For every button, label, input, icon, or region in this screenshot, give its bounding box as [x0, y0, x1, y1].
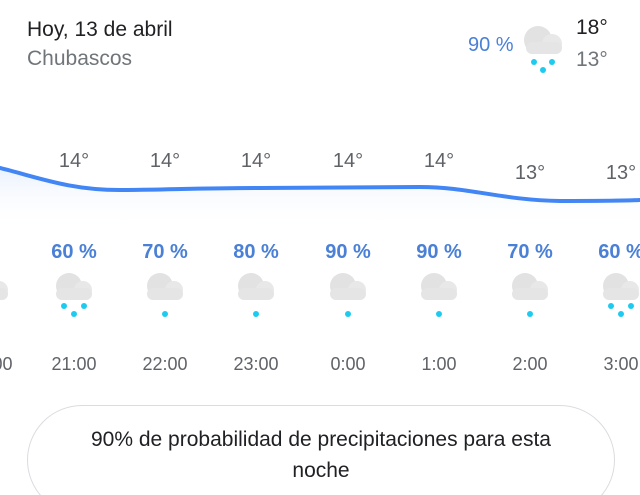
precipitation-summary-text: 90% de probabilidad de precipitaciones p… — [91, 428, 551, 482]
hour-precipitation: % — [0, 238, 30, 266]
hour-time: 0:00 — [330, 354, 366, 374]
temperature-chart: 14° 14° 14° 14° 14° 13° 13° — [0, 130, 640, 230]
hour-time: 22:00 — [142, 354, 188, 374]
hour-precipitation: 70 % — [507, 241, 553, 263]
hour-time: 20:00 — [0, 354, 13, 374]
date-title: Hoy, 13 de abril — [27, 18, 173, 41]
hour-time: 1:00 — [421, 354, 457, 374]
drizzle-cloud-icon — [325, 268, 371, 322]
hour-column[interactable]: 90 % 0:00 — [308, 238, 388, 375]
temp-label: 14° — [58, 150, 90, 172]
hour-precipitation: 80 % — [233, 241, 279, 263]
hour-column[interactable]: 70 % 22:00 — [125, 238, 205, 375]
hour-column[interactable]: % 20:00 — [0, 238, 30, 375]
hour-column[interactable]: 90 % 1:00 — [399, 238, 479, 375]
rain-cloud-icon — [51, 268, 97, 322]
hour-column[interactable]: 60 % 21:00 — [34, 238, 114, 375]
rain-cloud-icon — [0, 268, 13, 322]
hour-precipitation: 70 % — [142, 241, 188, 263]
day-header: Hoy, 13 de abril Chubascos — [27, 18, 173, 71]
temp-label: 14° — [423, 150, 455, 172]
hour-precipitation: 60 % — [598, 241, 640, 263]
rain-cloud-icon — [598, 268, 640, 322]
hour-column[interactable]: 70 % 2:00 — [490, 238, 570, 375]
hour-column[interactable]: 80 % 23:00 — [216, 238, 296, 375]
hour-column[interactable]: 60 % 3:00 — [581, 238, 640, 375]
hour-precipitation: 90 % — [416, 241, 462, 263]
low-temp: 13° — [576, 48, 608, 71]
hour-time: 2:00 — [512, 354, 548, 374]
high-temp: 18° — [576, 16, 608, 39]
temperature-line — [0, 166, 640, 230]
drizzle-cloud-icon — [507, 268, 553, 322]
temp-label: 14° — [240, 150, 272, 172]
temp-label: 13° — [514, 162, 546, 184]
drizzle-cloud-icon — [233, 268, 279, 322]
day-summary: 90 % 18° 13° — [450, 12, 640, 82]
hour-time: 21:00 — [51, 354, 97, 374]
summary-precipitation: 90 % — [468, 34, 514, 56]
hour-precipitation: 60 % — [51, 241, 97, 263]
drizzle-cloud-icon — [416, 268, 462, 322]
hour-precipitation: 90 % — [325, 241, 371, 263]
precipitation-summary-chip[interactable]: 90% de probabilidad de precipitaciones p… — [27, 405, 615, 495]
temp-label: 13° — [605, 162, 637, 184]
rain-cloud-icon — [520, 18, 566, 78]
hour-time: 3:00 — [603, 354, 639, 374]
drizzle-cloud-icon — [142, 268, 188, 322]
weather-condition: Chubascos — [27, 47, 133, 70]
hour-time: 23:00 — [233, 354, 279, 374]
temp-label: 14° — [332, 150, 364, 172]
temp-label: 14° — [149, 150, 181, 172]
hourly-forecast[interactable]: % 20:00 60 % 21:00 70 % — [0, 238, 640, 378]
